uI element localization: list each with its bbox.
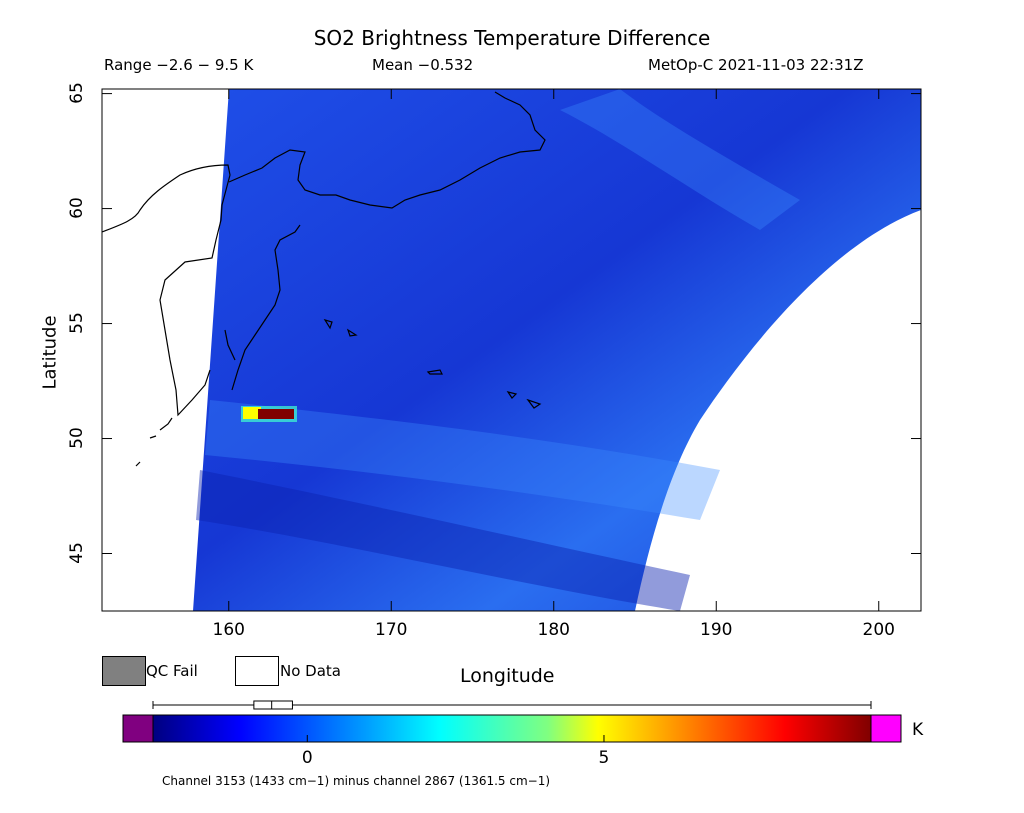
no-data-swatch [235, 656, 279, 686]
no-data-label: No Data [280, 662, 341, 680]
mean-label: Mean −0.532 [372, 56, 474, 74]
coastlines [102, 91, 546, 467]
swath-band-light-ne [560, 89, 800, 230]
y-tick-label: 45 [66, 541, 87, 564]
y-tick-label: 55 [66, 311, 87, 334]
y-tick-label: 60 [66, 196, 87, 219]
y-axis-label: Latitude [39, 315, 61, 390]
range-label: Range −2.6 − 9.5 K [104, 56, 254, 74]
y-tick-label: 50 [66, 426, 87, 449]
so2-anomaly-yellow [243, 407, 261, 419]
satellite-time-label: MetOp-C 2021-11-03 22:31Z [648, 56, 864, 74]
x-tick-label: 200 [862, 620, 895, 640]
channel-footnote: Channel 3153 (1433 cm−1) minus channel 2… [162, 774, 551, 788]
qc-fail-swatch [102, 656, 146, 686]
qc-fail-label: QC Fail [146, 662, 198, 680]
x-tick-label: 160 [212, 620, 245, 640]
x-axis-label: Longitude [460, 665, 555, 687]
colorbar-tick-label: 5 [598, 748, 610, 768]
so2-anomaly-core [258, 409, 294, 419]
colorbar-tick-label: 0 [301, 748, 313, 768]
swath-band-dark [196, 470, 690, 611]
y-tick-label: 65 [66, 81, 87, 104]
chart-title: SO2 Brightness Temperature Difference [313, 26, 711, 50]
x-tick-label: 180 [537, 620, 570, 640]
colorbar-unit: K [912, 720, 924, 740]
satellite-swath [193, 89, 921, 611]
x-tick-label: 190 [700, 620, 733, 640]
x-tick-label: 170 [375, 620, 408, 640]
plot-frame [101, 88, 922, 612]
swath-band-light [205, 400, 720, 520]
